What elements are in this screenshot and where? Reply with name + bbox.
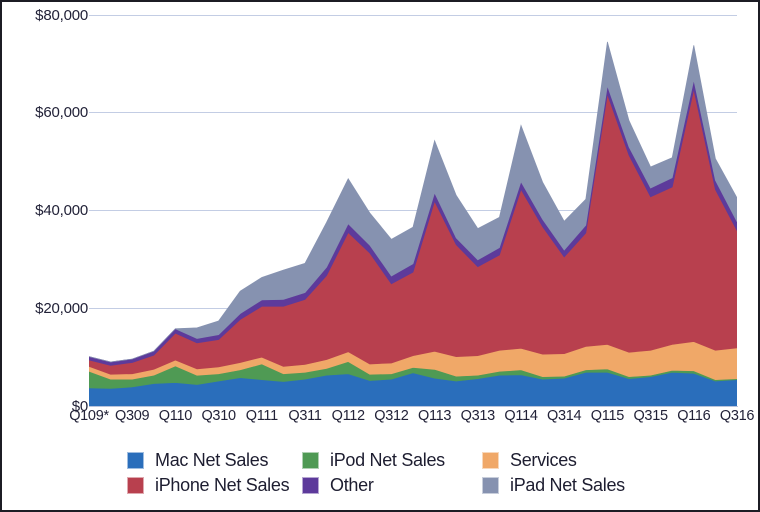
legend-label: Other	[330, 475, 374, 495]
x-tick-label-0: Q109*	[69, 408, 109, 424]
legend-swatch-ipad	[482, 477, 499, 494]
x-tick-label-10: Q114	[504, 408, 538, 424]
x-tick-label-1: Q309	[115, 408, 150, 424]
stacked-area-plot	[89, 15, 737, 406]
chart-plot-area: $80,000 $60,000 $40,000 $20,000 $0	[2, 2, 758, 442]
x-axis-line	[89, 406, 738, 407]
legend-column-1: iPod Net Sales Other	[302, 448, 445, 498]
x-tick-label-8: Q113	[417, 408, 452, 424]
chart-legend: Mac Net Sales iPhone Net Sales iPod Net Sa…	[2, 448, 758, 510]
legend-label: iPhone Net Sales	[155, 475, 290, 495]
legend-item-iphone-net-sales[interactable]: iPhone Net Sales	[127, 473, 290, 498]
legend-swatch-iphone	[127, 477, 144, 494]
x-tick-label-12: Q115	[590, 408, 625, 424]
y-tick-label-4: $80,000	[35, 7, 88, 24]
legend-label: iPad Net Sales	[510, 475, 625, 495]
gridline-80000	[89, 15, 737, 16]
legend-swatch-other	[302, 477, 319, 494]
legend-label: Mac Net Sales	[155, 450, 269, 470]
x-tick-label-13: Q315	[633, 408, 668, 424]
legend-swatch-mac	[127, 452, 144, 469]
legend-label: iPod Net Sales	[330, 450, 445, 470]
y-axis: $80,000 $60,000 $40,000 $20,000 $0	[2, 2, 88, 442]
legend-item-services[interactable]: Services	[482, 448, 625, 473]
x-tick-label-11: Q314	[547, 408, 582, 424]
legend-item-ipad-net-sales[interactable]: iPad Net Sales	[482, 473, 625, 498]
y-tick-label-2: $40,000	[35, 202, 88, 219]
legend-item-ipod-net-sales[interactable]: iPod Net Sales	[302, 448, 445, 473]
legend-swatch-ipod	[302, 452, 319, 469]
x-tick-label-3: Q310	[201, 408, 236, 424]
y-tick-label-3: $60,000	[35, 104, 88, 121]
x-tick-label-9: Q313	[460, 408, 496, 424]
gridline-40000	[89, 210, 737, 211]
area-series-ipad-net-sales	[89, 41, 737, 363]
y-tick-label-1: $20,000	[35, 300, 88, 317]
legend-label: Services	[510, 450, 577, 470]
x-tick-label-5: Q311	[288, 408, 322, 424]
legend-column-0: Mac Net Sales iPhone Net Sales	[127, 448, 290, 498]
x-tick-label-15: Q316	[719, 408, 755, 424]
legend-column-2: Services iPad Net Sales	[482, 448, 625, 498]
gridline-60000	[89, 112, 737, 113]
y-tick-label-0: $0	[71, 398, 88, 415]
x-axis: Q109* Q309 Q110 Q310 Q111 Q311 Q112 Q312 Q113 Q31…	[62, 408, 760, 430]
area-chart-svg	[89, 41, 737, 406]
legend-swatch-services	[482, 452, 499, 469]
x-tick-label-14: Q116	[677, 408, 711, 424]
x-tick-label-2: Q110	[158, 408, 193, 424]
legend-item-other[interactable]: Other	[302, 473, 445, 498]
legend-item-mac-net-sales[interactable]: Mac Net Sales	[127, 448, 289, 473]
x-tick-label-6: Q112	[331, 408, 366, 424]
x-tick-label-7: Q312	[374, 408, 409, 424]
x-tick-label-4: Q111	[245, 408, 278, 424]
